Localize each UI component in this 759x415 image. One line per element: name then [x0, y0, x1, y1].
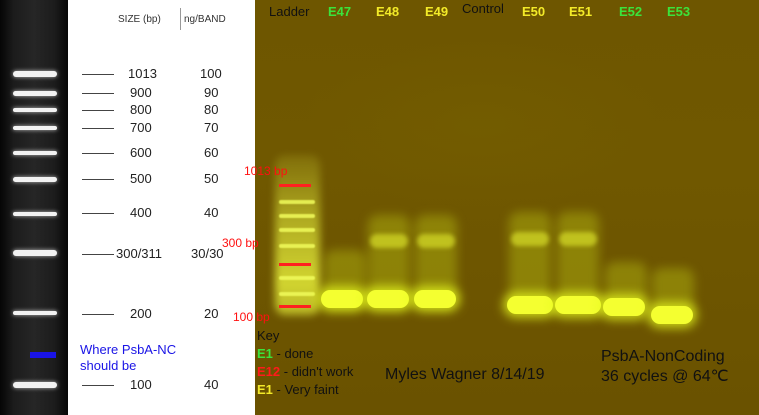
ref-size-label: 700	[130, 120, 152, 135]
lane-band-e52	[603, 298, 645, 316]
key-code: E1	[257, 346, 273, 361]
ref-band-800	[13, 108, 57, 112]
lane-band-e51	[555, 296, 601, 314]
marker-label-100: 100 bp	[233, 310, 270, 324]
ref-size-label: 600	[130, 145, 152, 160]
ref-size-label: 300/311	[116, 246, 163, 261]
lane-band-e53	[651, 306, 693, 324]
expected-band-label: Where PsbA-NC should be	[80, 342, 177, 373]
ref-ng-label: 50	[204, 171, 219, 186]
lane-label-e47: E47	[328, 4, 352, 19]
ref-tick	[82, 93, 114, 94]
ladder-band	[279, 292, 315, 296]
marker-label-300: 300 bp	[222, 236, 259, 250]
ladder-band	[279, 200, 315, 204]
lane-upper-band-e48	[370, 234, 408, 248]
lane-label-control: Control	[462, 1, 504, 16]
run-title: PsbA-NonCoding	[601, 348, 725, 365]
ref-band-900	[13, 91, 57, 96]
lane-smear-e51	[557, 212, 599, 308]
reference-ladder-panel: SIZE (bp) ng/BAND 1013 900 800 700 600 5…	[0, 0, 255, 415]
ref-band-100	[13, 382, 57, 388]
reference-gel-image	[0, 0, 68, 415]
ref-tick	[82, 213, 114, 214]
lane-band-e48	[367, 290, 409, 308]
ref-tick	[82, 314, 114, 315]
ref-tick	[82, 254, 114, 255]
ref-ng-label: 40	[204, 377, 219, 392]
key-description: - done	[272, 346, 314, 361]
run-info: PsbA-NonCoding 36 cycles @ 64℃	[601, 347, 729, 387]
ladder-lane-smear	[275, 155, 320, 315]
ref-ng-label: 60	[204, 145, 219, 160]
expected-band-marker	[30, 352, 56, 358]
ref-ng-label: 20	[204, 306, 219, 321]
gel-photo: Ladder E47 E48 E49 Control E50 E51 E52 E…	[222, 0, 759, 415]
key-item-failed: E12 - didn't work	[257, 363, 353, 381]
lane-upper-band-e51	[559, 232, 597, 246]
ref-size-label: 400	[130, 205, 152, 220]
author-date: Myles Wagner 8/14/19	[385, 366, 545, 383]
ladder-band	[279, 244, 315, 248]
lane-upper-band-e50	[511, 232, 549, 246]
lane-label-e49: E49	[425, 4, 449, 19]
ref-size-label: 100	[130, 377, 152, 392]
ref-tick	[82, 179, 114, 180]
lane-smear-e50	[509, 212, 551, 308]
ref-tick	[82, 153, 114, 154]
ref-band-400	[13, 212, 57, 216]
ref-band-300	[13, 250, 57, 256]
ref-ng-label: 80	[204, 102, 219, 117]
key-title: Key	[257, 328, 280, 343]
ladder-band	[279, 228, 315, 232]
ref-size-label: 200	[130, 306, 152, 321]
ladder-band	[279, 276, 315, 280]
key-description: - Very faint	[272, 382, 339, 397]
ref-size-label: 800	[130, 102, 152, 117]
key-description: - didn't work	[280, 364, 354, 379]
marker-line-100	[279, 305, 311, 308]
marker-line-300	[279, 263, 311, 266]
key-item-done: E1 - done	[257, 345, 353, 363]
ref-tick	[82, 74, 114, 75]
lane-label-e51: E51	[569, 4, 593, 19]
run-conditions: 36 cycles @ 64℃	[601, 368, 729, 385]
ref-size-label: 900	[130, 85, 152, 100]
lane-label-e50: E50	[522, 4, 546, 19]
ref-ng-label: 90	[204, 85, 219, 100]
lane-band-e47	[321, 290, 363, 308]
ref-ng-label: 70	[204, 120, 219, 135]
marker-line-1013	[279, 184, 311, 187]
ref-tick	[82, 128, 114, 129]
lane-label-e48: E48	[376, 4, 400, 19]
ref-band-200	[13, 311, 57, 315]
ref-ng-label: 100	[200, 66, 222, 81]
key-item-faint: E1 - Very faint	[257, 381, 353, 399]
lane-band-e49	[414, 290, 456, 308]
ref-size-header: SIZE (bp)	[118, 14, 161, 25]
ref-band-700	[13, 126, 57, 130]
key-code: E1	[257, 382, 273, 397]
ladder-band	[279, 214, 315, 218]
ref-size-label: 1013	[128, 66, 157, 81]
marker-label-1013: 1013 bp	[244, 164, 288, 178]
lane-label-e53: E53	[667, 4, 691, 19]
ref-ng-label: 30/30	[191, 246, 224, 261]
key-code: E12	[257, 364, 281, 379]
ref-tick	[82, 110, 114, 111]
ref-size-label: 500	[130, 171, 152, 186]
lane-upper-band-e49	[417, 234, 455, 248]
ref-band-1013	[13, 71, 57, 77]
ref-ng-label: 40	[204, 205, 219, 220]
ref-ng-header: ng/BAND	[184, 14, 226, 25]
ref-band-600	[13, 151, 57, 155]
lane-label-e52: E52	[619, 4, 643, 19]
legend-key: Key E1 - done E12 - didn't work E1 - Ver…	[257, 327, 353, 399]
lane-band-e50	[507, 296, 553, 314]
ref-band-500	[13, 177, 57, 182]
ref-tick	[82, 385, 114, 386]
ref-header-divider	[180, 8, 181, 30]
lane-label-ladder: Ladder	[269, 4, 310, 19]
